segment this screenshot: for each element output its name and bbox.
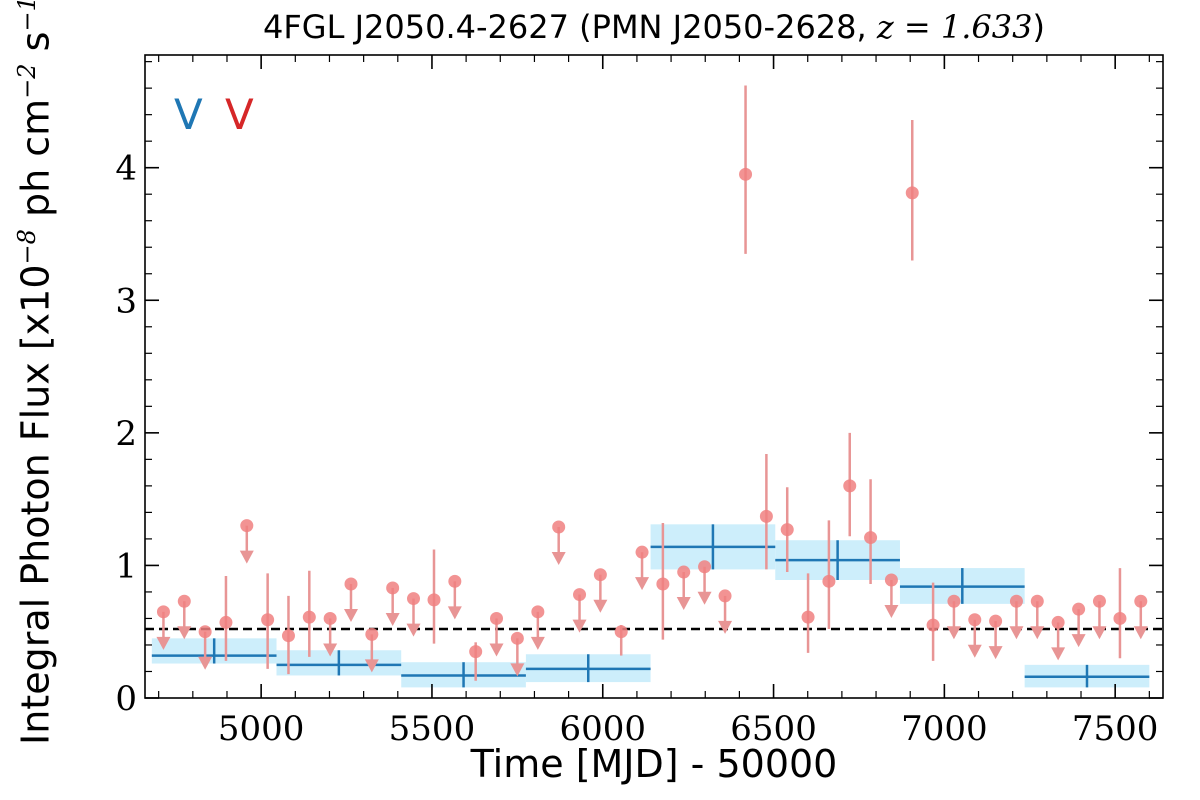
data-point-12 [822, 574, 836, 588]
upper-limit-point-11 [510, 631, 524, 645]
marker-red-v: V [225, 90, 254, 139]
x-tick-label-4: 7000 [901, 709, 988, 749]
upper-limit-point-24 [1009, 594, 1023, 608]
upper-limit-arrow-9 [447, 606, 462, 620]
upper-limit-arrow-12 [530, 636, 545, 650]
upper-limit-point-28 [1092, 594, 1106, 608]
upper-limit-arrow-20 [884, 605, 899, 619]
upper-limit-arrow-26 [1051, 647, 1066, 661]
chart-title-close: ) [1032, 8, 1045, 46]
data-point-1 [261, 613, 275, 627]
marker-blue-v: V [174, 90, 203, 139]
data-point-6 [614, 625, 628, 639]
upper-limit-arrow-14 [572, 619, 587, 633]
upper-limit-arrow-21 [946, 626, 961, 640]
x-tick-label-2: 6000 [559, 709, 646, 749]
upper-limit-point-7 [386, 581, 400, 595]
x-tick-label-1: 5500 [389, 709, 476, 749]
upper-limit-arrow-6 [364, 659, 379, 673]
upper-limit-point-9 [448, 574, 462, 588]
upper-limit-point-16 [635, 545, 649, 559]
upper-limit-point-26 [1051, 615, 1065, 629]
upper-limit-arrow-16 [635, 577, 650, 591]
upper-limit-arrow-19 [718, 620, 733, 634]
data-point-9 [759, 509, 773, 523]
upper-limit-arrow-24 [1009, 626, 1024, 640]
upper-limit-arrow-8 [406, 623, 421, 637]
data-point-17 [1113, 611, 1127, 625]
upper-limit-arrow-13 [551, 551, 566, 565]
data-point-8 [739, 167, 753, 181]
upper-limit-arrow-3 [239, 550, 254, 564]
upper-limit-point-8 [407, 592, 421, 606]
upper-limit-point-27 [1072, 602, 1086, 616]
x-tick-label-5: 7500 [1072, 709, 1159, 749]
upper-limit-arrow-17 [676, 597, 691, 611]
data-point-16 [926, 618, 940, 632]
data-point-0 [219, 615, 233, 629]
upper-limit-arrow-4 [323, 643, 338, 657]
upper-limit-point-4 [323, 611, 337, 625]
upper-limit-arrow-5 [343, 608, 358, 622]
chart-title-text: 4FGL J2050.4-2627 (PMN J2050-2628, [263, 8, 877, 46]
upper-limit-arrow-15 [593, 599, 608, 613]
y-tick-label-2: 2 [115, 414, 137, 454]
upper-limit-arrow-29 [1133, 626, 1148, 640]
upper-limit-arrow-11 [510, 663, 525, 677]
data-point-4 [427, 593, 441, 607]
upper-limit-point-22 [968, 613, 982, 627]
upper-limit-point-23 [989, 614, 1003, 628]
upper-limit-arrow-10 [489, 643, 504, 657]
upper-limit-point-0 [156, 605, 170, 619]
upper-limit-point-1 [177, 594, 191, 608]
x-tick-label-0: 5000 [218, 709, 305, 749]
chart-title-redshift: z = 1.633 [876, 8, 1033, 46]
upper-limit-point-10 [490, 611, 504, 625]
upper-limit-arrow-23 [988, 646, 1003, 660]
data-point-5 [469, 645, 483, 659]
upper-limit-point-29 [1134, 594, 1148, 608]
upper-limit-point-17 [677, 565, 691, 579]
upper-limit-point-20 [884, 573, 898, 587]
data-point-11 [801, 610, 815, 624]
upper-limit-point-2 [198, 625, 212, 639]
upper-limit-point-6 [365, 627, 379, 641]
upper-limit-arrow-18 [697, 591, 712, 605]
data-point-2 [281, 629, 295, 643]
upper-limit-point-5 [344, 577, 358, 591]
upper-limit-point-15 [593, 568, 607, 582]
upper-limit-point-14 [573, 588, 587, 602]
y-tick-label-3: 3 [115, 281, 137, 321]
data-point-10 [780, 523, 794, 537]
upper-limit-arrow-22 [967, 644, 982, 658]
upper-limit-point-13 [552, 520, 566, 534]
upper-limit-arrow-1 [177, 626, 192, 640]
x-tick-label-3: 6500 [730, 709, 817, 749]
y-tick-label-4: 4 [115, 149, 137, 189]
data-point-7 [656, 577, 670, 591]
upper-limit-point-21 [947, 594, 961, 608]
upper-limit-arrow-25 [1030, 626, 1045, 640]
upper-limit-point-19 [718, 589, 732, 603]
upper-limit-point-3 [240, 519, 254, 533]
chart-title: 4FGL J2050.4-2627 (PMN J2050-2628, z = 1… [145, 8, 1163, 46]
data-point-15 [905, 186, 919, 200]
y-tick-label-0: 0 [115, 679, 137, 719]
upper-limit-point-18 [698, 560, 712, 574]
y-tick-label-1: 1 [115, 546, 137, 586]
plot-frame [144, 54, 1164, 699]
data-point-14 [864, 531, 878, 545]
data-point-3 [302, 610, 316, 624]
x-axis-label: Time [MJD] - 50000 [470, 742, 838, 786]
upper-limit-arrow-27 [1071, 634, 1086, 648]
upper-limit-arrow-2 [198, 656, 213, 670]
upper-limit-arrow-7 [385, 612, 400, 626]
upper-limit-point-25 [1030, 594, 1044, 608]
data-point-13 [843, 479, 857, 493]
upper-limit-point-12 [531, 605, 545, 619]
upper-limit-arrow-28 [1092, 626, 1107, 640]
upper-limit-arrow-0 [156, 636, 171, 650]
